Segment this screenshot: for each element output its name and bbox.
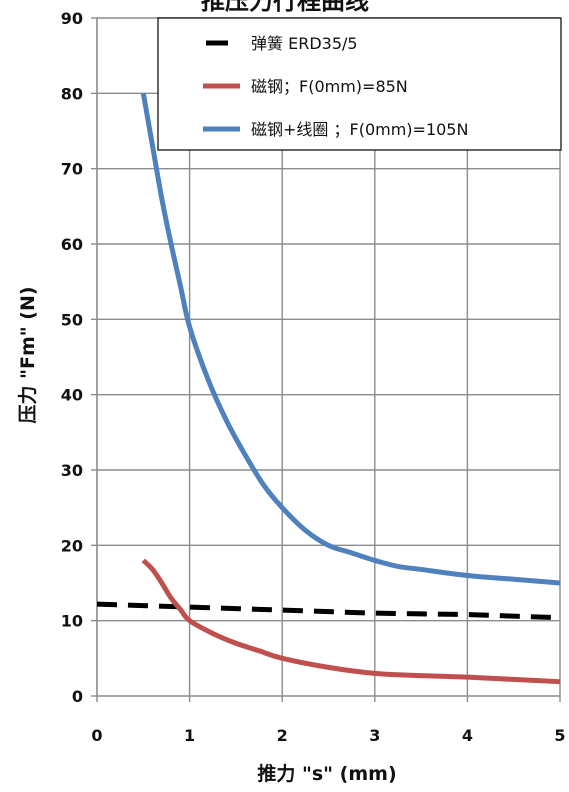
x-tick-label: 4	[462, 726, 473, 745]
y-tick-label: 70	[61, 160, 83, 179]
legend-label: 磁钢+线圈 ；F(0mm)=105N	[251, 120, 468, 139]
y-tick-label: 10	[61, 612, 83, 631]
y-tick-label: 60	[61, 235, 83, 254]
legend-label: 弹簧 ERD35/5	[251, 34, 358, 53]
y-tick-label: 30	[61, 461, 83, 480]
x-tick-label: 5	[554, 726, 565, 745]
x-tick-label: 2	[277, 726, 288, 745]
x-tick-label: 1	[184, 726, 195, 745]
y-tick-label: 40	[61, 386, 83, 405]
axes	[91, 17, 561, 702]
legend: 弹簧 ERD35/5 磁钢；F(0mm)=85N 磁钢+线圈 ；F(0mm)=105…	[157, 17, 562, 151]
series	[96, 92, 561, 685]
y-axis-title: 压力 "Fm" (N)	[16, 286, 39, 423]
legend-label: 磁钢；F(0mm)=85N	[251, 77, 408, 96]
magnet-coil-series-line	[140, 92, 561, 586]
y-tick-label: 80	[61, 84, 83, 103]
spring-series-line	[96, 601, 561, 621]
y-tick-label: 0	[72, 687, 83, 706]
legend-item-magnet-coil: 磁钢+线圈 ；F(0mm)=105N	[203, 120, 468, 139]
legend-item-magnet: 磁钢；F(0mm)=85N	[203, 77, 408, 96]
y-tick-label: 20	[61, 536, 83, 555]
y-tick-label: 90	[61, 9, 83, 28]
x-tick-label: 3	[369, 726, 380, 745]
magnet-series-line	[141, 558, 561, 685]
x-axis-title: 推力 "s" (mm)	[257, 762, 396, 785]
y-tick-label: 50	[61, 310, 83, 329]
tick-labels: 0 10 20 30 40 50 60 70 80 90 0 1 2 3 4 5	[61, 9, 566, 745]
legend-item-spring: 弹簧 ERD35/5	[206, 34, 358, 53]
chart-title: 推压力行程曲线	[201, 0, 369, 15]
x-tick-label: 0	[91, 726, 102, 745]
